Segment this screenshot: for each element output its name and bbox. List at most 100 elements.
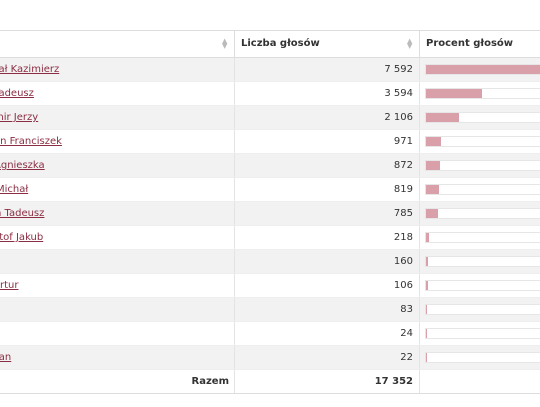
total-label: Razem: [191, 376, 229, 387]
percent-bar-track: [425, 352, 540, 363]
votes-cell: 106: [234, 274, 419, 297]
percent-bar-track: [425, 184, 540, 195]
results-table: ▲ ▼ Liczba głosów ▲ ▼ Procent głosów fał K…: [0, 30, 540, 394]
candidate-name-cell: Tadeusz: [0, 82, 234, 105]
candidate-link[interactable]: on Franciszek: [0, 136, 62, 147]
candidate-name-cell: [0, 298, 234, 321]
percent-cell: [419, 346, 540, 369]
candidate-link[interactable]: rtur: [0, 280, 19, 291]
table-row: n Tadeusz 785: [0, 202, 540, 226]
votes-cell: 819: [234, 178, 419, 201]
candidate-name-cell: mir Jerzy: [0, 106, 234, 129]
candidate-name-cell: ztof Jakub: [0, 226, 234, 249]
votes-cell: 3 594: [234, 82, 419, 105]
votes-cell: 24: [234, 322, 419, 345]
votes-cell: 218: [234, 226, 419, 249]
percent-bar-fill: [426, 137, 441, 146]
percent-cell: [419, 130, 540, 153]
votes-cell: 971: [234, 130, 419, 153]
percent-bar-fill: [426, 329, 427, 338]
sort-arrows-icon[interactable]: ▲ ▼: [407, 37, 413, 50]
percent-bar-track: [425, 112, 540, 123]
percent-bar-fill: [426, 257, 428, 266]
table-total-row: Razem 17 352: [0, 370, 540, 394]
percent-bar-fill: [426, 233, 429, 242]
percent-cell: [419, 298, 540, 321]
candidate-link[interactable]: Agnieszka: [0, 160, 45, 171]
total-percent-cell: [419, 370, 540, 393]
votes-cell: 872: [234, 154, 419, 177]
percent-cell: [419, 178, 540, 201]
percent-bar-fill: [426, 65, 540, 74]
table-row: fał Kazimierz 7 592: [0, 58, 540, 82]
votes-cell: 2 106: [234, 106, 419, 129]
candidate-link[interactable]: ztof Jakub: [0, 232, 44, 243]
candidate-name-cell: on Franciszek: [0, 130, 234, 153]
table-row: 24: [0, 322, 540, 346]
candidate-name-cell: [0, 322, 234, 345]
percent-bar-track: [425, 88, 540, 99]
percent-bar-track: [425, 208, 540, 219]
candidate-link[interactable]: n Tadeusz: [0, 208, 45, 219]
percent-cell: [419, 106, 540, 129]
table-row: Tadeusz 3 594: [0, 82, 540, 106]
candidate-name-cell: ian: [0, 346, 234, 369]
percent-cell: [419, 82, 540, 105]
candidate-link[interactable]: fał Kazimierz: [0, 64, 60, 75]
percent-cell: [419, 250, 540, 273]
votes-cell: 22: [234, 346, 419, 369]
candidate-link[interactable]: Michał: [0, 184, 29, 195]
table-row: 160: [0, 250, 540, 274]
candidate-link[interactable]: Tadeusz: [0, 88, 34, 99]
percent-bar-fill: [426, 281, 428, 290]
column-header-votes[interactable]: Liczba głosów ▲ ▼: [234, 31, 420, 57]
total-votes: 17 352: [234, 370, 419, 393]
votes-cell: 83: [234, 298, 419, 321]
percent-bar-fill: [426, 113, 459, 122]
percent-bar-fill: [426, 353, 427, 362]
percent-bar-fill: [426, 305, 427, 314]
candidate-name-cell: Agnieszka: [0, 154, 234, 177]
percent-bar-track: [425, 280, 540, 291]
percent-bar-fill: [426, 185, 439, 194]
column-label-votes: Liczba głosów: [241, 38, 320, 49]
table-row: ian 22: [0, 346, 540, 370]
sort-arrows-icon[interactable]: ▲ ▼: [222, 37, 228, 50]
candidate-name-cell: [0, 250, 234, 273]
percent-bar-fill: [426, 209, 438, 218]
table-row: Michał 819: [0, 178, 540, 202]
percent-bar-fill: [426, 161, 440, 170]
table-row: 83: [0, 298, 540, 322]
percent-cell: [419, 202, 540, 225]
column-label-percent: Procent głosów: [426, 38, 514, 49]
table-body: fał Kazimierz 7 592 Tadeusz 3 594 mir Jerzy 2…: [0, 58, 540, 370]
percent-bar-track: [425, 160, 540, 171]
candidate-name-cell: n Tadeusz: [0, 202, 234, 225]
votes-cell: 785: [234, 202, 419, 225]
percent-cell: [419, 322, 540, 345]
candidate-link[interactable]: ian: [0, 352, 12, 363]
percent-bar-fill: [426, 89, 482, 98]
percent-bar-track: [425, 328, 540, 339]
candidate-name-cell: rtur: [0, 274, 234, 297]
candidate-name-cell: Michał: [0, 178, 234, 201]
table-row: mir Jerzy 2 106: [0, 106, 540, 130]
percent-bar-track: [425, 232, 540, 243]
percent-cell: [419, 274, 540, 297]
percent-bar-track: [425, 136, 540, 147]
candidate-name-cell: fał Kazimierz: [0, 58, 234, 81]
candidate-link[interactable]: mir Jerzy: [0, 112, 39, 123]
table-row: Agnieszka 872: [0, 154, 540, 178]
percent-bar-track: [425, 304, 540, 315]
column-header-name[interactable]: ▲ ▼: [0, 31, 234, 57]
table-row: rtur 106: [0, 274, 540, 298]
percent-cell: [419, 154, 540, 177]
votes-cell: 160: [234, 250, 419, 273]
percent-cell: [419, 226, 540, 249]
table-row: ztof Jakub 218: [0, 226, 540, 250]
percent-bar-track: [425, 64, 540, 75]
percent-bar-track: [425, 256, 540, 267]
table-header: ▲ ▼ Liczba głosów ▲ ▼ Procent głosów: [0, 31, 540, 58]
column-header-percent[interactable]: Procent głosów: [419, 31, 540, 57]
votes-cell: 7 592: [234, 58, 419, 81]
